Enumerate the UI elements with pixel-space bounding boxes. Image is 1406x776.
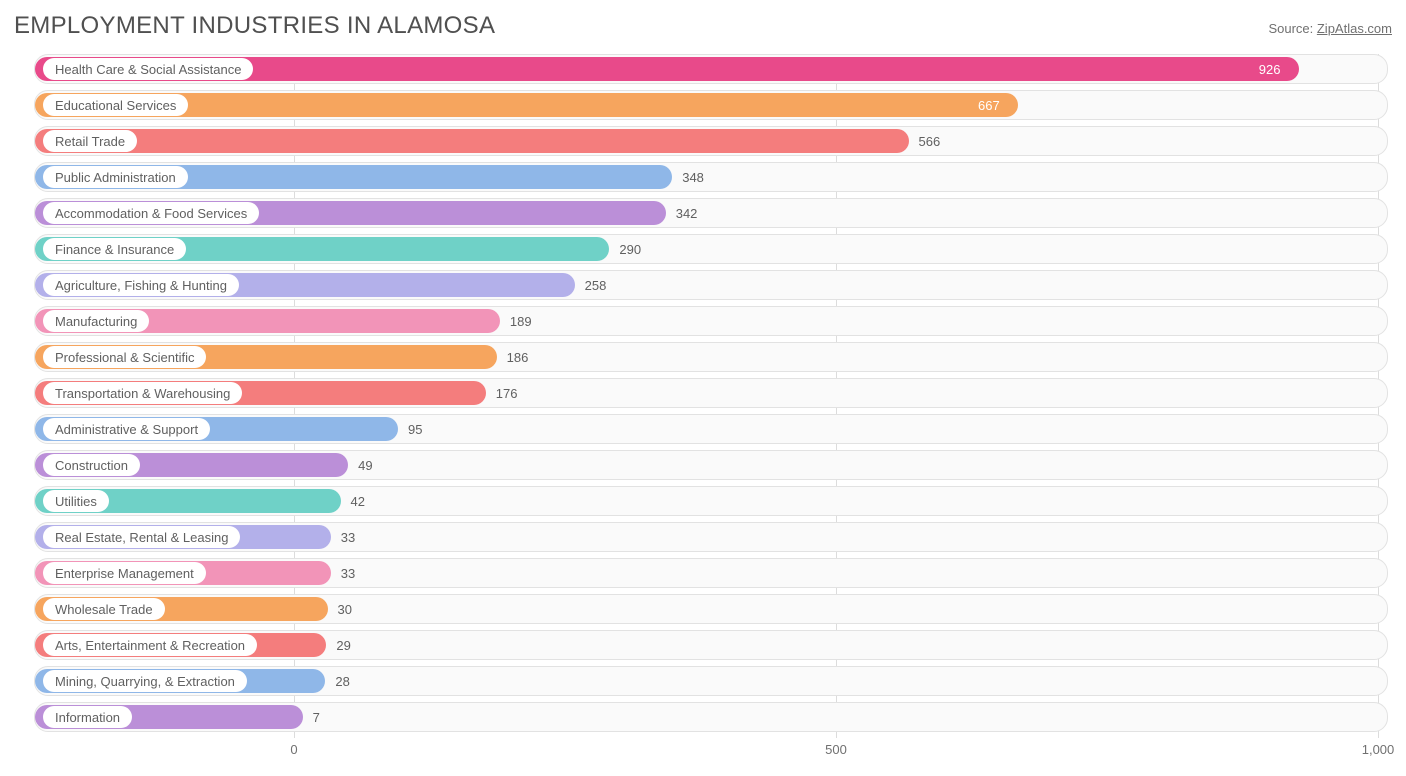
bar-label-pill: Enterprise Management: [43, 562, 206, 584]
x-axis: 05001,000: [34, 738, 1388, 760]
bar-value: 186: [507, 343, 529, 371]
bar-row: Real Estate, Rental & Leasing 33: [34, 522, 1388, 552]
bar-value: 28: [335, 667, 349, 695]
bar-value: 189: [510, 307, 532, 335]
bar-row: Enterprise Management 33: [34, 558, 1388, 588]
x-axis-tick-label: 0: [290, 742, 297, 757]
bar-value: 42: [351, 487, 365, 515]
bar-row: Transportation & Warehousing 176: [34, 378, 1388, 408]
bar-label-pill: Real Estate, Rental & Leasing: [43, 526, 240, 548]
bar-label-pill: Public Administration: [43, 166, 188, 188]
x-axis-tick-label: 500: [825, 742, 847, 757]
bar-value: 33: [341, 559, 355, 587]
bar-row: Educational Services 667: [34, 90, 1388, 120]
bar-value: 926: [1259, 55, 1281, 83]
bar-row: Public Administration 348: [34, 162, 1388, 192]
bar-row: Health Care & Social Assistance 926: [34, 54, 1388, 84]
bar-label-pill: Manufacturing: [43, 310, 149, 332]
bar-row: Manufacturing 189: [34, 306, 1388, 336]
bar-value: 348: [682, 163, 704, 191]
bar-row: Utilities 42: [34, 486, 1388, 516]
bar-row: Administrative & Support 95: [34, 414, 1388, 444]
chart-title: EMPLOYMENT INDUSTRIES IN ALAMOSA: [14, 12, 495, 40]
chart-source: Source: ZipAtlas.com: [1268, 21, 1392, 36]
bar-row: Mining, Quarrying, & Extraction 28: [34, 666, 1388, 696]
bar-value: 290: [619, 235, 641, 263]
bar-value: 176: [496, 379, 518, 407]
bar-label-pill: Retail Trade: [43, 130, 137, 152]
bar-value: 667: [978, 91, 1000, 119]
chart-header: EMPLOYMENT INDUSTRIES IN ALAMOSA Source:…: [14, 12, 1392, 40]
bar-label-pill: Finance & Insurance: [43, 238, 186, 260]
bar-label-pill: Transportation & Warehousing: [43, 382, 242, 404]
bar-label-pill: Mining, Quarrying, & Extraction: [43, 670, 247, 692]
bar-fill: [35, 129, 909, 153]
bar-label-pill: Educational Services: [43, 94, 188, 116]
bar-value: 33: [341, 523, 355, 551]
bar-rows-container: Health Care & Social Assistance 926 Educat…: [34, 54, 1388, 732]
bar-label-pill: Health Care & Social Assistance: [43, 58, 253, 80]
bar-value: 258: [585, 271, 607, 299]
bar-label-pill: Agriculture, Fishing & Hunting: [43, 274, 239, 296]
bar-value: 95: [408, 415, 422, 443]
bar-row: Information 7: [34, 702, 1388, 732]
bar-value: 342: [676, 199, 698, 227]
bar-value: 49: [358, 451, 372, 479]
bar-label-pill: Construction: [43, 454, 140, 476]
bar-row: Construction 49: [34, 450, 1388, 480]
bar-label-pill: Accommodation & Food Services: [43, 202, 259, 224]
bar-row: Finance & Insurance 290: [34, 234, 1388, 264]
source-prefix: Source:: [1268, 21, 1316, 36]
bar-label-pill: Administrative & Support: [43, 418, 210, 440]
bar-value: 29: [336, 631, 350, 659]
bar-label-pill: Professional & Scientific: [43, 346, 206, 368]
source-link[interactable]: ZipAtlas.com: [1317, 21, 1392, 36]
bar-value: 30: [338, 595, 352, 623]
bar-label-pill: Information: [43, 706, 132, 728]
bar-label-pill: Arts, Entertainment & Recreation: [43, 634, 257, 656]
bar-row: Agriculture, Fishing & Hunting 258: [34, 270, 1388, 300]
bar-row: Wholesale Trade 30: [34, 594, 1388, 624]
bar-row: Accommodation & Food Services 342: [34, 198, 1388, 228]
bar-chart: Health Care & Social Assistance 926 Educat…: [34, 54, 1388, 760]
bar-label-pill: Utilities: [43, 490, 109, 512]
bar-value: 7: [313, 703, 320, 731]
bar-row: Retail Trade 566: [34, 126, 1388, 156]
bar-row: Professional & Scientific 186: [34, 342, 1388, 372]
bar-label-pill: Wholesale Trade: [43, 598, 165, 620]
bar-value: 566: [919, 127, 941, 155]
x-axis-tick-label: 1,000: [1362, 742, 1395, 757]
bar-row: Arts, Entertainment & Recreation 29: [34, 630, 1388, 660]
